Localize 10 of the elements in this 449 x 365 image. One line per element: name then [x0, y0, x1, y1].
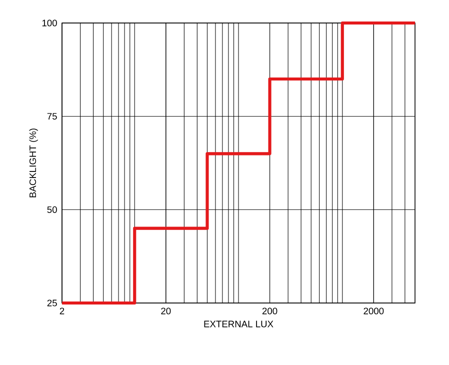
x-axis-title: EXTERNAL LUX — [204, 320, 274, 328]
y-tick-label: 75 — [47, 113, 57, 120]
y-tick-label: 100 — [42, 20, 57, 26]
y-tick-label: 50 — [47, 206, 57, 213]
x-tick-label: 2 — [60, 308, 64, 314]
x-tick-label: 20 — [161, 308, 171, 314]
y-tick-label: 25 — [47, 300, 57, 306]
x-tick-label: 200 — [262, 308, 278, 314]
y-axis-title: BACKLIGHT (%) — [29, 128, 38, 198]
x-tick-label: 2000 — [364, 308, 384, 314]
